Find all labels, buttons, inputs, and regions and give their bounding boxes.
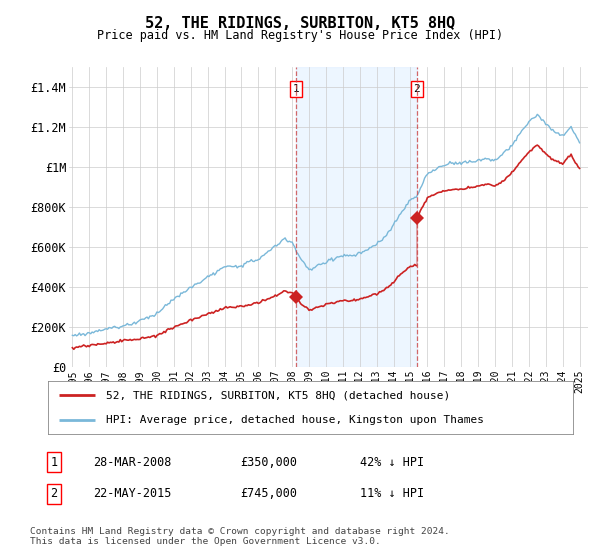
- Bar: [296, 67, 417, 367]
- Text: 1: 1: [293, 84, 299, 94]
- Text: 2: 2: [413, 84, 420, 94]
- Text: 28-MAR-2008: 28-MAR-2008: [93, 455, 172, 469]
- Text: 2: 2: [50, 487, 58, 501]
- Text: £350,000: £350,000: [240, 455, 297, 469]
- Text: £745,000: £745,000: [240, 487, 297, 501]
- Text: 1: 1: [50, 455, 58, 469]
- Text: 52, THE RIDINGS, SURBITON, KT5 8HQ (detached house): 52, THE RIDINGS, SURBITON, KT5 8HQ (deta…: [106, 390, 450, 400]
- Text: 22-MAY-2015: 22-MAY-2015: [93, 487, 172, 501]
- Text: HPI: Average price, detached house, Kingston upon Thames: HPI: Average price, detached house, King…: [106, 414, 484, 424]
- Text: 52, THE RIDINGS, SURBITON, KT5 8HQ: 52, THE RIDINGS, SURBITON, KT5 8HQ: [145, 16, 455, 31]
- Text: 42% ↓ HPI: 42% ↓ HPI: [360, 455, 424, 469]
- Text: Price paid vs. HM Land Registry's House Price Index (HPI): Price paid vs. HM Land Registry's House …: [97, 29, 503, 43]
- Text: Contains HM Land Registry data © Crown copyright and database right 2024.
This d: Contains HM Land Registry data © Crown c…: [30, 526, 450, 546]
- Text: 11% ↓ HPI: 11% ↓ HPI: [360, 487, 424, 501]
